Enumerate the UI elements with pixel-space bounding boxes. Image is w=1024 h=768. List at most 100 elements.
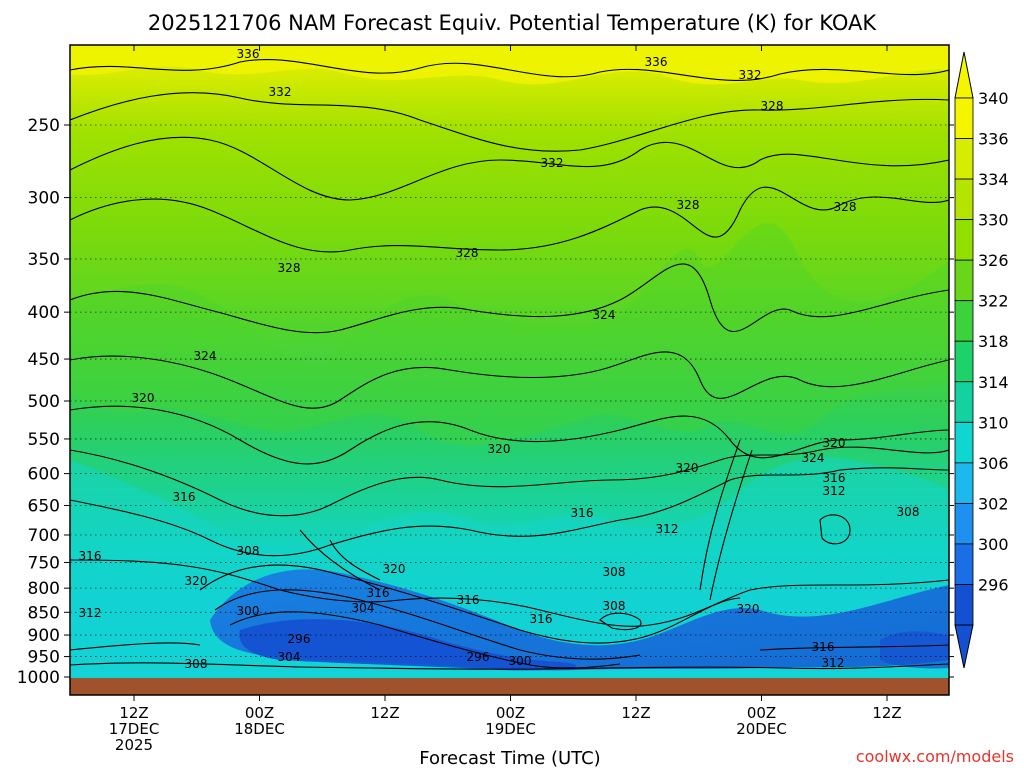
contour-label: 328	[677, 198, 700, 212]
contour-label: 316	[367, 586, 390, 600]
contour-label: 308	[237, 544, 260, 558]
colorbar-segment	[954, 259, 974, 302]
field-band-336	[70, 45, 949, 85]
colorbar-segment	[954, 138, 974, 180]
colorbar-tick-label: 334	[978, 170, 1009, 189]
contour-label: 312	[656, 522, 679, 536]
y-tick-label: 1000	[17, 668, 60, 688]
contour-label: 320	[488, 442, 511, 456]
x-tick-label: 20DEC	[736, 720, 787, 738]
contour-label: 304	[352, 601, 375, 615]
y-tick-label: 500	[28, 392, 60, 412]
colorbar-tick-label: 314	[978, 373, 1009, 392]
x-tick-label: 00Z	[496, 704, 525, 722]
colorbar: 340 336 334 330 326 322 318 314 310 306 302 300 296	[954, 51, 1009, 669]
x-tick-label: 00Z	[747, 704, 776, 722]
y-tick-label: 800	[28, 579, 60, 599]
y-tick-label: 350	[28, 250, 60, 270]
contour-label: 328	[834, 200, 857, 214]
colorbar-tick-label: 322	[978, 292, 1009, 311]
contour-label: 332	[739, 68, 762, 82]
contour-label: 324	[194, 349, 217, 363]
colorbar-segment	[954, 300, 974, 342]
contour-label: 312	[79, 606, 102, 620]
colorbar-tick-label: 302	[978, 494, 1009, 513]
contour-label: 320	[185, 574, 208, 588]
x-tick-label: 17DEC	[109, 720, 160, 738]
y-tick-label: 250	[28, 116, 60, 136]
contour-label: 320	[383, 562, 406, 576]
contour-label: 324	[802, 451, 825, 465]
contour-label: 328	[456, 246, 479, 260]
contour-label: 312	[822, 656, 845, 670]
colorbar-segment	[954, 584, 974, 626]
contour-label: 316	[173, 490, 196, 504]
colorbar-tick-label: 340	[978, 89, 1009, 108]
field-cold-core	[239, 619, 577, 671]
contour-label: 308	[185, 657, 208, 671]
contour-label: 300	[509, 654, 532, 668]
y-tick-label: 400	[28, 303, 60, 323]
y-tick-label: 450	[28, 350, 60, 370]
contour-label: 296	[467, 650, 490, 664]
x-tick-label: 12Z	[872, 704, 901, 722]
colorbar-segment	[954, 543, 974, 585]
colorbar-segment	[954, 381, 974, 423]
field-cold-east	[880, 631, 949, 669]
x-tick-label: 2025	[115, 736, 153, 754]
contour-label: 308	[603, 565, 626, 579]
x-axis-label: Forecast Time (UTC)	[419, 748, 600, 768]
colorbar-tick-label: 310	[978, 413, 1009, 432]
colorbar-arrow-top	[954, 51, 974, 99]
colorbar-segment	[954, 219, 974, 261]
colorbar-tick-label: 326	[978, 251, 1009, 270]
y-tick-label: 900	[28, 626, 60, 646]
contour-label: 296	[288, 632, 311, 646]
plot-area: 336 336 332 332 328 332 328 328 328 328 …	[70, 45, 949, 678]
contour-label: 328	[278, 261, 301, 275]
contour-label: 320	[737, 602, 760, 616]
contour-label: 332	[541, 156, 564, 170]
colorbar-tick-label: 330	[978, 211, 1009, 230]
colorbar-tick-label: 336	[978, 130, 1009, 149]
contour-label: 308	[603, 599, 626, 613]
colorbar-arrow-bottom	[954, 624, 974, 669]
x-tick-label: 00Z	[245, 704, 274, 722]
contour-label: 336	[645, 55, 668, 69]
terrain-strip	[70, 678, 949, 695]
colorbar-tick-label: 318	[978, 332, 1009, 351]
y-axis: 250 300 350 400 450 500 550 600 650 700 750 800 850 9…	[17, 116, 954, 688]
x-tick-label: 12Z	[621, 704, 650, 722]
field-band-328	[70, 223, 949, 446]
y-tick-label: 600	[28, 465, 60, 485]
x-tick-label: 19DEC	[485, 720, 536, 738]
contour-label: 312	[823, 484, 846, 498]
y-tick-label: 550	[28, 430, 60, 450]
y-tick-label: 650	[28, 496, 60, 516]
contour-label: 328	[761, 99, 784, 113]
contour-label: 320	[676, 461, 699, 475]
colorbar-segment	[954, 502, 974, 545]
contour-label: 308	[897, 505, 920, 519]
contour-label: 304	[278, 650, 301, 664]
contour-labels: 336 336 332 332 328 332 328 328 328 328 …	[79, 47, 920, 671]
contour-label: 324	[593, 308, 616, 322]
colorbar-segment	[954, 97, 974, 139]
colorbar-tick-label: 296	[978, 575, 1009, 594]
contour-label: 332	[269, 85, 292, 99]
y-tick-label: 300	[28, 189, 60, 209]
contour-label: 320	[132, 391, 155, 405]
contour-label: 316	[812, 640, 835, 654]
plot-frame	[69, 44, 950, 696]
x-tick-label: 12Z	[119, 704, 148, 722]
contour-label: 316	[823, 471, 846, 485]
colorbar-segment	[954, 178, 974, 221]
contour-lines	[70, 58, 949, 670]
contour-label: 320	[823, 436, 846, 450]
y-tick-label: 950	[28, 648, 60, 668]
colorbar-segment	[954, 421, 974, 464]
credit-text: coolwx.com/models	[856, 747, 1014, 766]
contour-label: 316	[79, 549, 102, 563]
